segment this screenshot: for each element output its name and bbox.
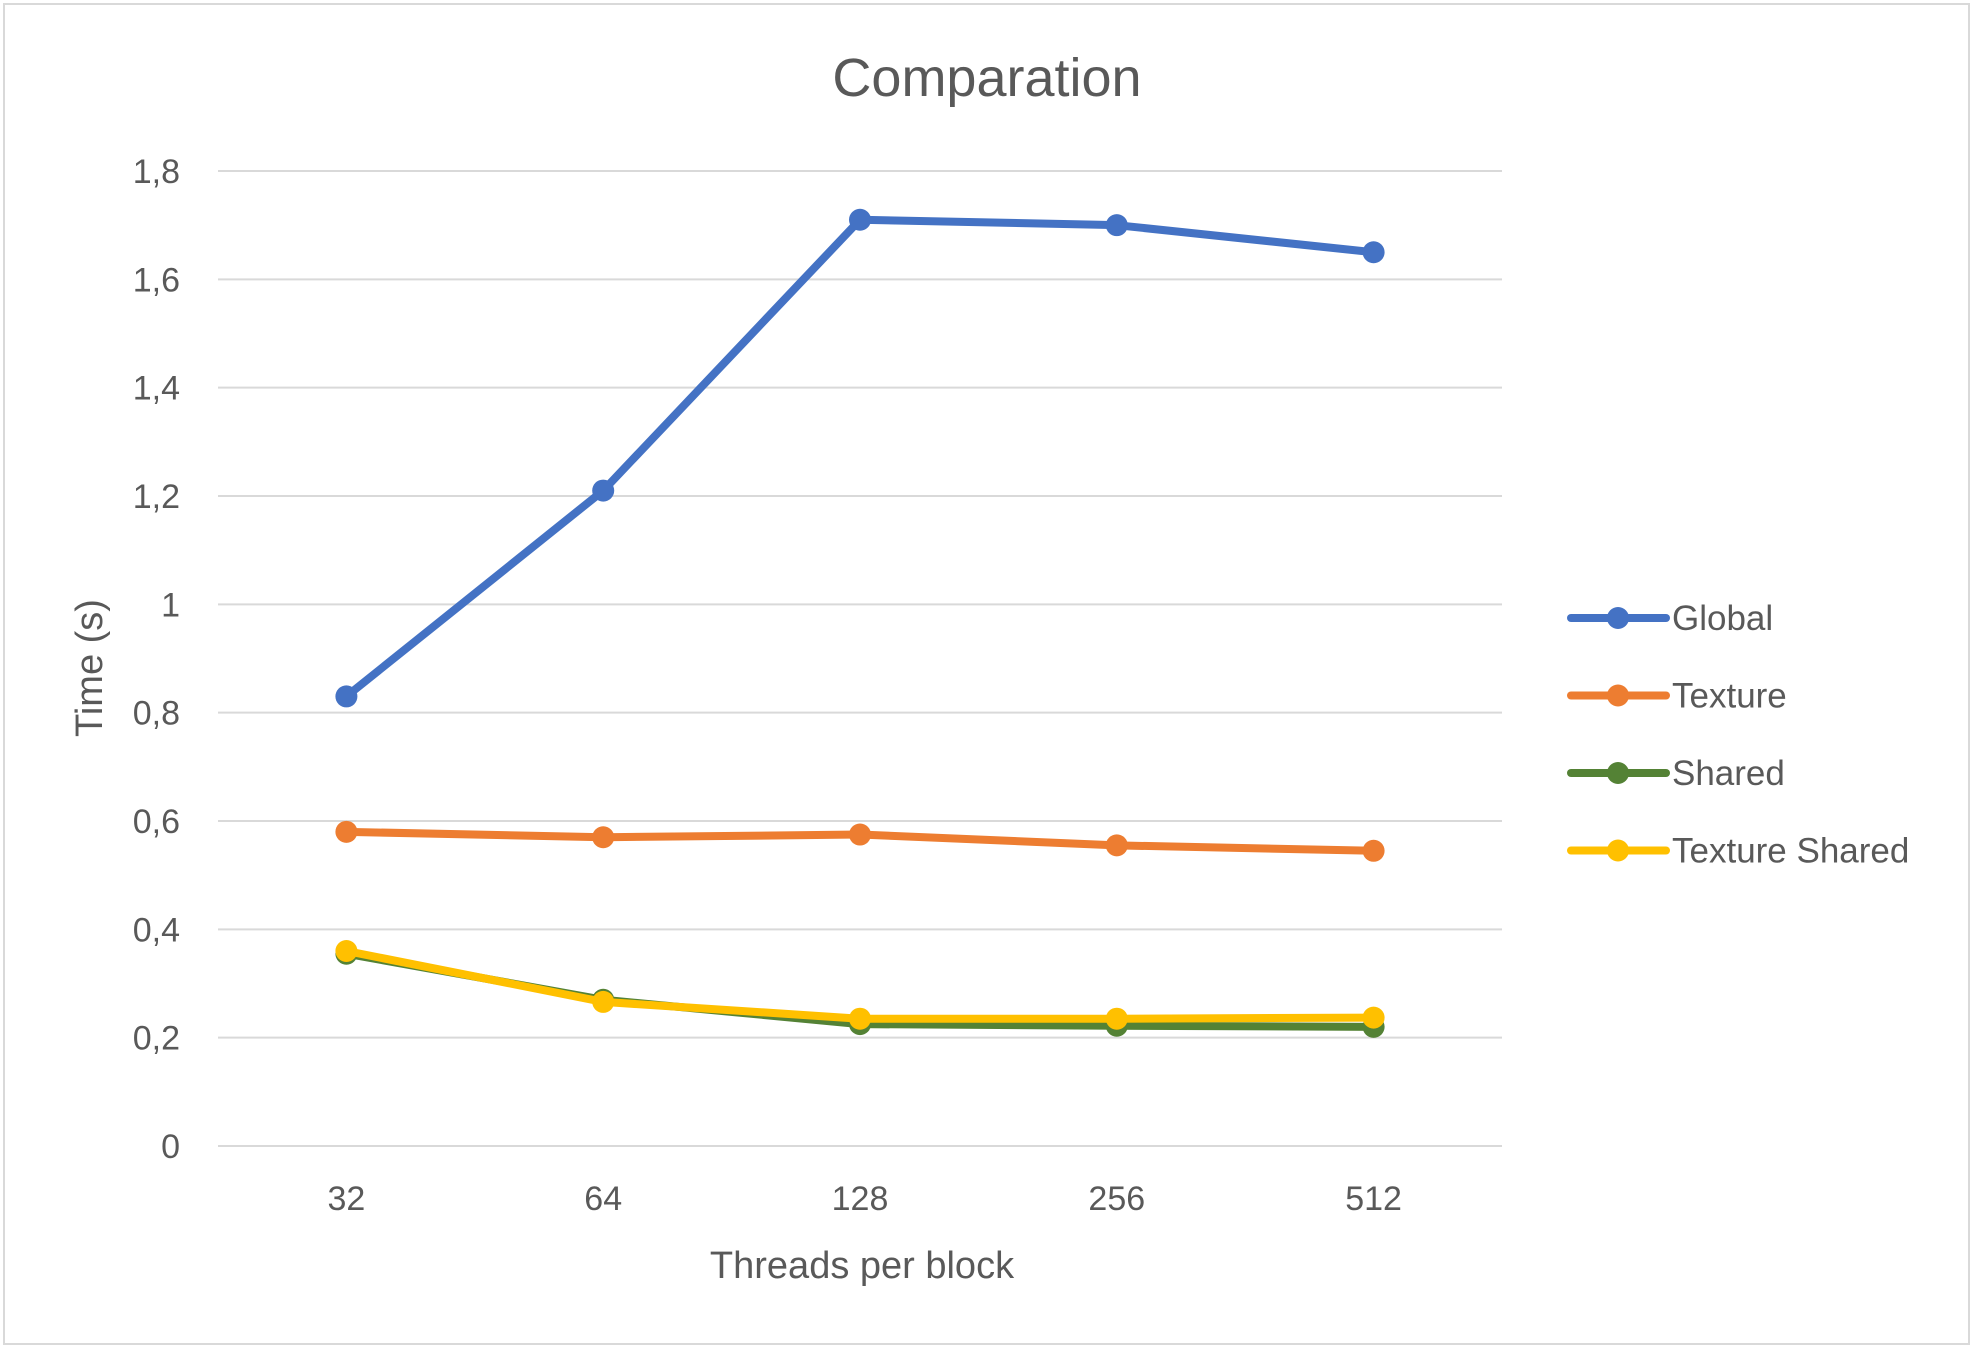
x-tick-label: 32 [327,1180,365,1218]
legend-swatch-marker [1607,762,1629,784]
data-point [592,990,615,1013]
x-tick-label: 64 [584,1180,622,1218]
x-tick-label: 128 [832,1180,889,1218]
legend: Global Texture Shared Texture Shared [1567,599,1909,871]
legend-item: Texture Shared [1567,832,1909,871]
data-point [849,1007,871,1030]
y-tick-label: 1,4 [133,370,180,408]
data-point [592,826,615,849]
data-point [1105,1007,1128,1030]
y-axis-title: Time (s) [69,599,111,737]
data-point [1362,839,1385,862]
data-point [849,823,871,846]
y-tick-label: 0,6 [133,803,180,841]
data-point [335,940,358,962]
data-point [1362,241,1385,264]
series-group [335,940,1385,1030]
data-point [335,685,358,708]
y-tick-label: 0,2 [133,1020,180,1058]
legend-label: Global [1672,599,1773,638]
x-tick-label: 512 [1345,1180,1402,1218]
series-lines [335,208,1385,1038]
chart-frame [3,3,1970,1345]
legend-swatch-marker [1607,607,1629,629]
data-point [335,820,358,843]
y-tick-label: 0,8 [133,695,180,733]
data-point [1105,834,1128,857]
y-tick-label: 1,6 [133,261,180,299]
series-group [335,820,1385,862]
y-tick-labels: 0 0,2 0,4 0,6 0,8 1 1,2 1,4 1,6 1,8 [133,153,180,1166]
y-tick-label: 0 [161,1128,180,1166]
legend-swatch-marker [1607,684,1629,707]
x-tick-labels: 32 64 128 256 512 [327,1180,1401,1218]
data-point [849,208,871,231]
series-group [335,208,1385,708]
legend-label: Texture [1672,677,1787,716]
x-axis-title: Threads per block [710,1245,1015,1287]
legend-label: Shared [1672,754,1785,793]
legend-item: Shared [1567,754,1785,793]
chart-title: Comparation [832,48,1141,108]
series-line [342,215,1378,701]
y-tick-label: 1 [161,586,180,624]
gridlines [218,170,1502,1147]
data-point [592,479,615,502]
y-tick-label: 0,4 [133,911,180,949]
legend-swatch-marker [1607,839,1629,862]
data-point [1362,1006,1385,1029]
legend-item: Texture [1567,677,1787,716]
y-tick-label: 1,8 [133,153,180,191]
legend-label: Texture Shared [1672,832,1909,871]
legend-item: Global [1567,599,1773,638]
data-point [1105,214,1128,237]
y-tick-label: 1,2 [133,478,180,516]
x-tick-label: 256 [1088,1180,1145,1218]
